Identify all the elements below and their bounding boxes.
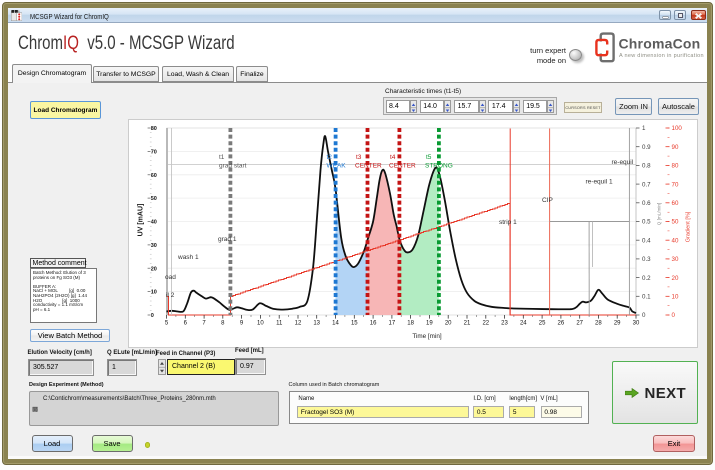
svg-text:t4: t4 bbox=[390, 154, 396, 161]
svg-text:wash 1: wash 1 bbox=[177, 254, 199, 261]
svg-text:60: 60 bbox=[151, 173, 157, 179]
svg-text:grad start: grad start bbox=[219, 163, 247, 170]
svg-text:t3: t3 bbox=[356, 154, 362, 161]
svg-text:Q [mL/min]: Q [mL/min] bbox=[657, 203, 662, 225]
svg-text:t5: t5 bbox=[426, 154, 432, 161]
svg-text:27: 27 bbox=[576, 320, 583, 326]
svg-text:8: 8 bbox=[221, 320, 225, 326]
svg-text:t1: t1 bbox=[219, 154, 225, 161]
svg-text:20: 20 bbox=[445, 320, 452, 326]
svg-text:0.9: 0.9 bbox=[642, 144, 651, 151]
svg-text:28: 28 bbox=[595, 320, 602, 326]
svg-text:A new dimension in purificatio: A new dimension in purification bbox=[619, 53, 704, 59]
svg-text:10: 10 bbox=[257, 320, 264, 326]
svg-text:50: 50 bbox=[151, 196, 157, 202]
svg-text:CENTER: CENTER bbox=[355, 163, 382, 170]
svg-text:10: 10 bbox=[672, 294, 679, 301]
svg-text:re-equil 1: re-equil 1 bbox=[586, 179, 613, 186]
svg-text:29: 29 bbox=[614, 320, 621, 326]
svg-text:90: 90 bbox=[672, 144, 679, 151]
svg-text:50: 50 bbox=[672, 219, 679, 226]
svg-text:il 2: il 2 bbox=[166, 292, 175, 299]
svg-text:20: 20 bbox=[151, 266, 157, 272]
svg-text:0.2: 0.2 bbox=[642, 275, 651, 282]
svg-text:Time [min]: Time [min] bbox=[412, 333, 441, 340]
svg-text:18: 18 bbox=[407, 320, 414, 326]
svg-text:0.4: 0.4 bbox=[642, 237, 651, 244]
svg-text:9: 9 bbox=[240, 320, 244, 326]
svg-text:22: 22 bbox=[482, 320, 489, 326]
svg-text:10: 10 bbox=[151, 290, 157, 296]
svg-text:0: 0 bbox=[642, 312, 646, 319]
svg-text:15: 15 bbox=[351, 320, 358, 326]
svg-text:0.5: 0.5 bbox=[642, 219, 651, 226]
svg-text:40: 40 bbox=[151, 220, 157, 226]
svg-text:80: 80 bbox=[151, 126, 157, 132]
svg-text:20: 20 bbox=[672, 275, 679, 282]
svg-text:WEAK: WEAK bbox=[327, 163, 347, 170]
svg-text:0.1: 0.1 bbox=[642, 294, 651, 301]
svg-text:0: 0 bbox=[672, 312, 676, 319]
svg-text:0.8: 0.8 bbox=[642, 163, 651, 170]
svg-text:11: 11 bbox=[276, 320, 283, 326]
svg-text:60: 60 bbox=[672, 200, 679, 207]
svg-text:ChromaCon: ChromaCon bbox=[619, 35, 701, 51]
svg-text:strip 1: strip 1 bbox=[499, 219, 517, 226]
svg-text:STRONG: STRONG bbox=[425, 163, 453, 170]
svg-text:80: 80 bbox=[672, 163, 679, 170]
svg-text:CENTER: CENTER bbox=[389, 163, 416, 170]
svg-text:CIP: CIP bbox=[542, 197, 553, 204]
svg-text:19: 19 bbox=[426, 320, 433, 326]
svg-text:21: 21 bbox=[464, 320, 471, 326]
svg-text:t2: t2 bbox=[327, 154, 333, 161]
svg-text:23: 23 bbox=[501, 320, 508, 326]
svg-text:13: 13 bbox=[313, 320, 320, 326]
svg-text:70: 70 bbox=[151, 150, 157, 156]
svg-text:14: 14 bbox=[332, 320, 339, 326]
svg-text:40: 40 bbox=[672, 237, 679, 244]
svg-text:0.3: 0.3 bbox=[642, 256, 651, 263]
svg-text:oad: oad bbox=[165, 274, 176, 281]
svg-text:UV [mAU]: UV [mAU] bbox=[137, 204, 144, 237]
svg-text:7: 7 bbox=[202, 320, 206, 326]
svg-text:26: 26 bbox=[558, 320, 565, 326]
svg-text:17: 17 bbox=[389, 320, 396, 326]
svg-text:re-equil: re-equil bbox=[612, 159, 634, 166]
svg-text:1: 1 bbox=[642, 125, 646, 132]
svg-text:grad 1: grad 1 bbox=[218, 236, 237, 243]
svg-text:6: 6 bbox=[184, 320, 188, 326]
svg-text:100: 100 bbox=[672, 125, 683, 132]
svg-text:30: 30 bbox=[672, 256, 679, 263]
svg-text:70: 70 bbox=[672, 181, 679, 188]
svg-text:25: 25 bbox=[539, 320, 546, 326]
svg-text:16: 16 bbox=[370, 320, 377, 326]
svg-text:0.6: 0.6 bbox=[642, 200, 651, 207]
svg-text:5: 5 bbox=[165, 320, 169, 326]
svg-text:30: 30 bbox=[151, 243, 157, 249]
svg-text:0: 0 bbox=[151, 313, 154, 319]
svg-text:Gradient [%]: Gradient [%] bbox=[686, 211, 692, 242]
svg-text:24: 24 bbox=[520, 320, 527, 326]
svg-text:30: 30 bbox=[633, 320, 640, 326]
svg-text:12: 12 bbox=[295, 320, 302, 326]
svg-text:0.7: 0.7 bbox=[642, 181, 651, 188]
